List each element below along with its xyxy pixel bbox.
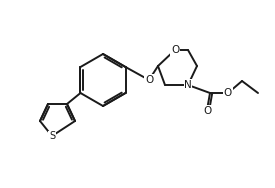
Text: N: N (184, 80, 192, 90)
Text: O: O (203, 106, 211, 116)
Text: S: S (49, 131, 55, 141)
Text: O: O (171, 45, 179, 55)
Text: O: O (224, 88, 232, 98)
Text: O: O (145, 75, 153, 85)
